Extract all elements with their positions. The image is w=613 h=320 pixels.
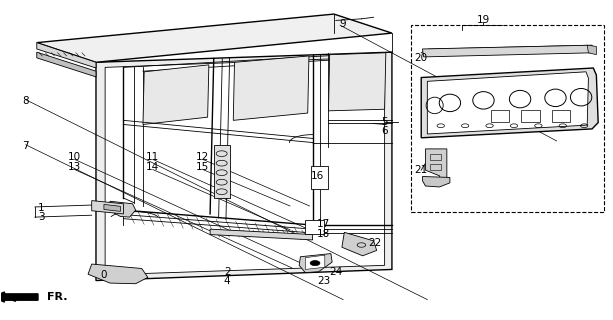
Polygon shape [143,65,209,124]
Text: 12: 12 [196,152,210,162]
Text: 9: 9 [340,19,346,28]
Polygon shape [427,72,588,134]
Text: 19: 19 [477,15,490,25]
Text: 14: 14 [146,162,159,172]
Polygon shape [214,145,230,198]
Polygon shape [210,229,313,240]
Text: 15: 15 [196,162,210,172]
Text: 8: 8 [23,96,29,106]
Polygon shape [96,52,392,281]
Text: 3: 3 [38,212,44,222]
Polygon shape [37,52,96,77]
Text: 24: 24 [329,267,343,277]
Polygon shape [105,57,384,275]
Text: 13: 13 [68,162,82,172]
Polygon shape [110,201,135,217]
Polygon shape [37,14,392,62]
Text: 17: 17 [317,219,330,229]
Text: 20: 20 [414,53,428,63]
Circle shape [310,260,320,266]
Text: 5: 5 [381,117,388,127]
Polygon shape [37,43,96,68]
Polygon shape [104,204,120,212]
Polygon shape [425,149,447,183]
Polygon shape [342,232,376,256]
Text: 22: 22 [368,238,381,248]
Text: 18: 18 [317,228,330,239]
Polygon shape [329,53,386,111]
Text: 6: 6 [381,126,388,136]
Polygon shape [587,45,596,55]
Text: 0: 0 [101,270,107,280]
Polygon shape [421,68,598,138]
Text: 7: 7 [23,141,29,151]
Polygon shape [311,166,328,188]
Text: FR.: FR. [47,292,67,302]
Text: 4: 4 [224,276,230,286]
Text: 21: 21 [414,165,428,175]
Polygon shape [305,220,324,234]
Polygon shape [305,255,325,269]
FancyArrow shape [0,292,38,302]
Text: 10: 10 [68,152,81,162]
Polygon shape [299,253,332,273]
Text: 1: 1 [38,203,44,212]
Polygon shape [422,177,450,187]
Text: 23: 23 [317,276,330,286]
Polygon shape [88,264,148,284]
Text: 2: 2 [224,267,230,277]
Text: 11: 11 [146,152,159,162]
Polygon shape [92,201,123,214]
Polygon shape [234,56,309,120]
Text: 16: 16 [311,172,324,181]
Polygon shape [422,45,593,57]
